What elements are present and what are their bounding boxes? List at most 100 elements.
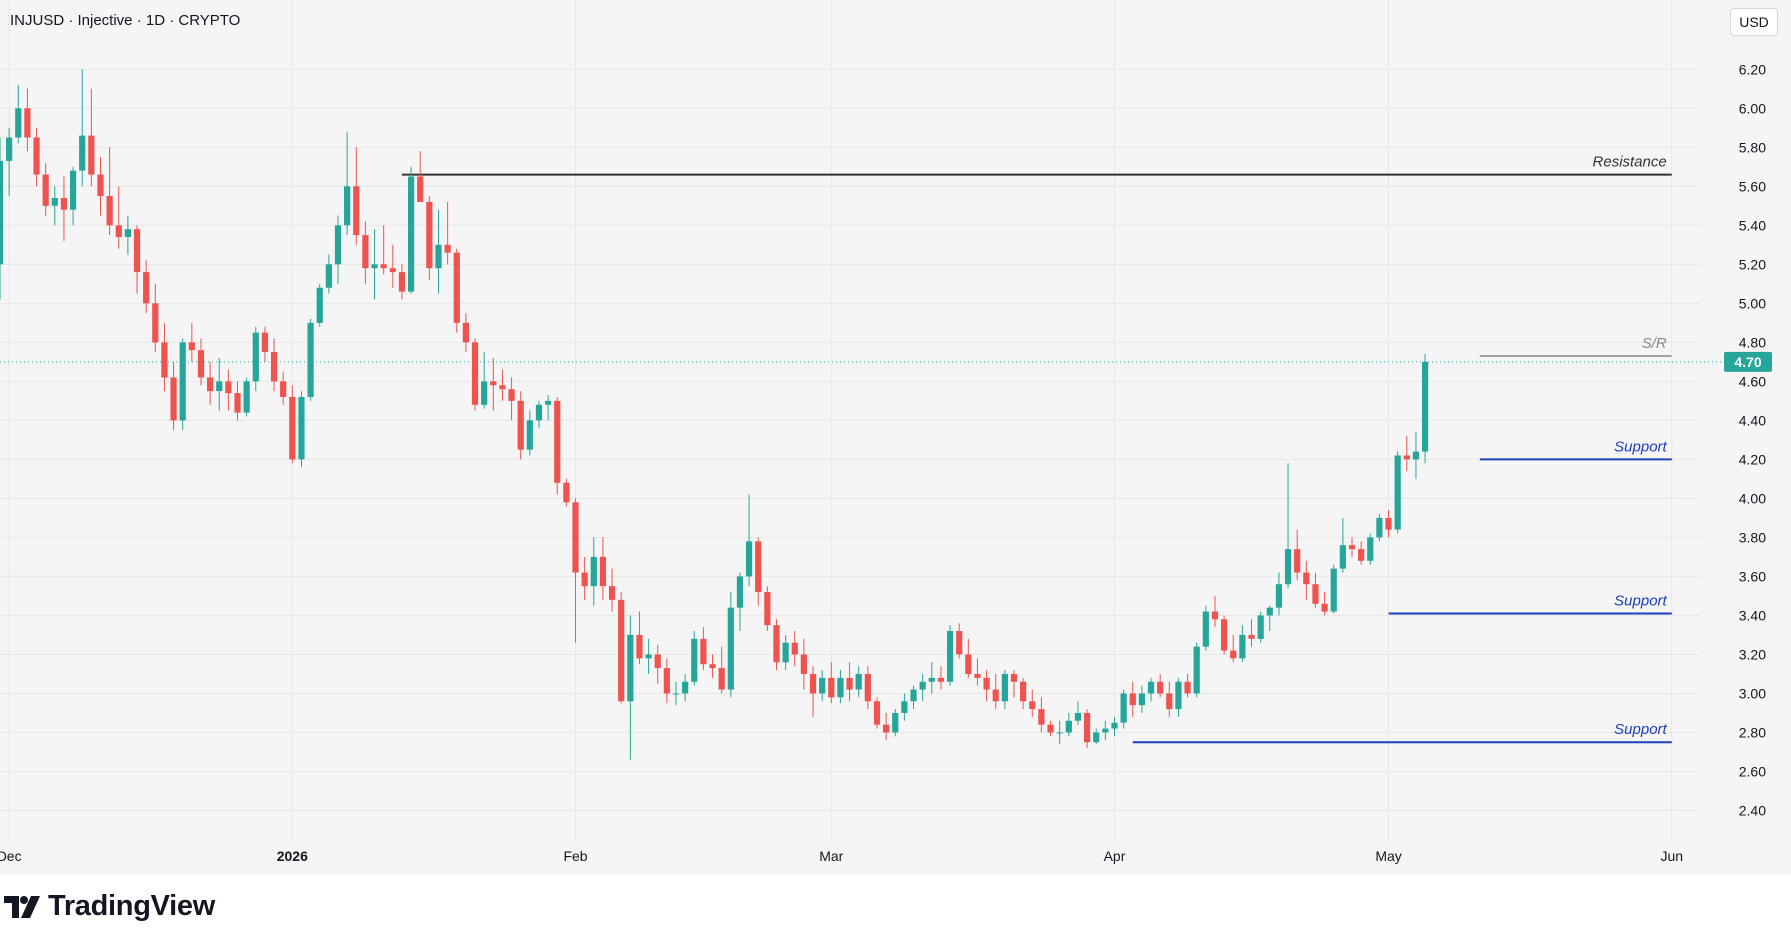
price-tick-label: 4.40	[1739, 412, 1766, 428]
candle	[490, 357, 497, 411]
candle-body	[1394, 455, 1401, 530]
candle-body	[362, 235, 369, 269]
candle	[15, 84, 22, 144]
candle-body	[1166, 693, 1173, 710]
tradingview-logo-text: TradingView	[48, 890, 215, 922]
candle	[965, 638, 972, 678]
candle	[417, 151, 424, 202]
candle	[873, 697, 881, 729]
candle-body	[1257, 615, 1264, 639]
candle	[554, 396, 561, 495]
candle-body	[371, 264, 378, 269]
candle-body	[508, 389, 515, 401]
candle-body	[1202, 611, 1209, 647]
candle-body	[179, 342, 186, 421]
candle	[700, 627, 707, 671]
sr-level-label: S/R	[1642, 335, 1667, 352]
candle-body	[207, 377, 214, 392]
candle	[316, 283, 323, 327]
candle-body	[60, 198, 68, 210]
candle	[1284, 463, 1292, 589]
candle	[471, 338, 479, 411]
candle	[444, 201, 451, 265]
candle	[371, 229, 378, 300]
candle-body	[143, 272, 150, 304]
candle	[1394, 451, 1401, 534]
candle-body	[1111, 722, 1118, 729]
candle-body	[1211, 611, 1219, 620]
tradingview-logo[interactable]: TradingView	[4, 890, 215, 923]
candle	[216, 357, 223, 411]
candle-body	[654, 654, 661, 669]
candle-body	[828, 677, 835, 698]
candle	[883, 712, 890, 741]
candle-body	[1348, 545, 1356, 550]
candle	[1093, 728, 1100, 745]
candle-body	[1129, 693, 1136, 706]
candle-body	[1275, 584, 1283, 608]
candle-body	[380, 264, 387, 269]
candle	[51, 186, 58, 226]
candle	[143, 260, 150, 314]
price-tick-label: 3.80	[1739, 529, 1766, 545]
currency-button[interactable]: USD	[1730, 8, 1778, 36]
candle-body	[426, 201, 433, 269]
candle-body	[983, 677, 990, 690]
candle-body	[563, 482, 570, 503]
candle-body	[1266, 607, 1273, 616]
candle-body	[718, 668, 725, 690]
candle-body	[225, 381, 232, 394]
price-tick-label: 5.40	[1739, 217, 1766, 233]
candle	[1020, 677, 1027, 710]
candle-body	[106, 196, 113, 226]
candle-body	[1047, 724, 1054, 733]
candle-body	[1312, 584, 1319, 604]
candle-body	[919, 681, 926, 690]
chart-area[interactable]: Resistance S/R Support Support Support 2.40 2…	[0, 0, 1791, 875]
candle-body	[892, 712, 899, 733]
candle	[782, 634, 789, 671]
candle	[380, 225, 387, 275]
candle	[618, 592, 625, 704]
candle-body	[261, 332, 269, 353]
price-tick-label: 4.20	[1739, 451, 1766, 467]
candle-body	[554, 400, 561, 483]
candle-body	[1385, 517, 1392, 530]
candle	[1412, 432, 1420, 479]
date-tick-label: Feb	[563, 848, 587, 864]
candle	[197, 338, 205, 386]
candle	[928, 662, 935, 694]
candle	[1321, 592, 1328, 616]
candle	[1358, 541, 1365, 565]
candle-body	[745, 541, 753, 577]
candle	[946, 625, 954, 686]
candle-body	[1303, 572, 1310, 585]
candle	[426, 196, 433, 280]
candle-body	[1102, 728, 1109, 733]
candle	[225, 369, 232, 411]
price-axis[interactable]: 2.40 2.60 2.80 3.00 3.20 3.40 3.60 3.80 4.00 4.20…	[1724, 61, 1772, 818]
candle	[298, 391, 305, 468]
candle	[398, 264, 406, 300]
time-axis[interactable]: Dec 2026 Feb Mar Apr May Jun	[0, 848, 1683, 864]
candle-body	[252, 332, 259, 382]
candle	[1175, 677, 1182, 717]
symbol-title[interactable]: INJUSD · Injective · 1D · CRYPTO	[10, 12, 241, 29]
candle	[106, 147, 113, 236]
date-tick-label: 2026	[277, 848, 308, 864]
support-level-label: Support	[1614, 592, 1667, 609]
price-tick-label: 4.00	[1739, 490, 1766, 506]
candle	[956, 623, 963, 659]
candle	[115, 186, 122, 249]
candle	[1257, 611, 1264, 643]
candle-body	[481, 381, 488, 405]
candle	[809, 666, 817, 717]
candle-body	[243, 381, 250, 413]
candle	[535, 400, 543, 429]
resistance-level-label: Resistance	[1593, 154, 1667, 171]
price-tick-label: 3.00	[1739, 685, 1766, 701]
candle	[645, 638, 652, 674]
candle	[599, 537, 607, 600]
candle	[508, 377, 515, 421]
